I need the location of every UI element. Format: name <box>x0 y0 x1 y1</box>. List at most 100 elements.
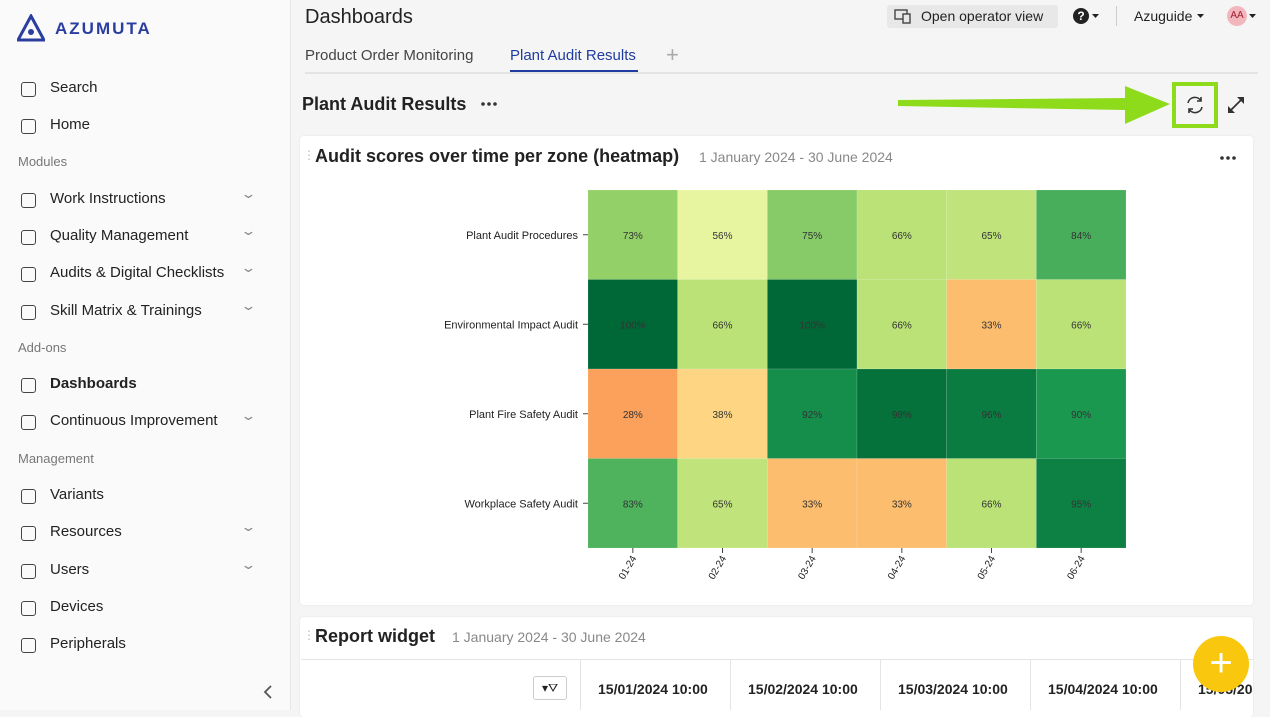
chevron[interactable]: ⌄ <box>240 185 257 201</box>
tab[interactable]: Product Order Monitoring <box>305 47 474 64</box>
table-header <box>301 659 1253 711</box>
sidebar: AZUMUTA Search Home Modules Work Instructio… <box>0 0 291 710</box>
nav-icon <box>21 230 36 246</box>
section-title: Management <box>18 450 94 466</box>
cell-label: 83% <box>623 499 643 510</box>
more-button[interactable] <box>1219 154 1237 162</box>
cell <box>856 279 947 370</box>
dashboard-title: Plant Audit Results <box>302 94 467 114</box>
user-menu[interactable]: Azuguide <box>1134 8 1193 24</box>
cell-label: 84% <box>1071 231 1091 242</box>
drag-handle[interactable]: ⋮⋮ <box>303 148 327 162</box>
nav-item[interactable]: Skill Matrix & Trainings <box>50 301 202 319</box>
column-divider <box>580 660 581 710</box>
nav-icon <box>21 489 36 505</box>
more-button[interactable] <box>480 100 498 108</box>
report-widget <box>300 617 1253 717</box>
x-tick-label: 04-24 <box>886 554 909 582</box>
cell <box>856 189 947 280</box>
column-divider <box>1030 660 1031 710</box>
icon <box>894 9 911 24</box>
nav-icon <box>21 192 36 208</box>
table-columns: 15/01/2024 10:00 15/02/2024 10:00 15/03/20… <box>580 660 1253 710</box>
cell <box>767 368 858 459</box>
chevron[interactable]: ⌄ <box>240 408 257 424</box>
nav-item[interactable]: Audits & Digital Checklists <box>50 264 225 282</box>
cell-label: 56% <box>712 231 732 242</box>
brand: AZUMUTA <box>55 19 152 38</box>
chevron[interactable]: ⌄ <box>240 519 257 535</box>
page-title: Dashboards <box>305 6 413 28</box>
heatmap: Plant Audit Procedures 73% 56% 75% 66% 65% 84%… <box>444 189 1127 582</box>
chevron[interactable]: ⌄ <box>240 556 257 572</box>
avatar[interactable]: AA <box>1227 6 1247 26</box>
y-tick-label: Plant Audit Procedures <box>466 230 578 242</box>
nav-item[interactable]: Users <box>50 560 90 578</box>
nav-item[interactable]: Dashboards <box>50 375 137 393</box>
x-tick-label: 05-24 <box>976 554 999 582</box>
tab-underline <box>510 70 638 73</box>
tab-border <box>305 72 1258 74</box>
cell <box>677 279 768 370</box>
x-tick-label: 02-24 <box>707 554 730 582</box>
help-menu[interactable]: ? <box>1072 6 1102 26</box>
add-tab[interactable]: + <box>666 42 679 67</box>
cell-label: 33% <box>802 499 822 510</box>
cell-label: 66% <box>1071 320 1091 331</box>
cell-label: 66% <box>981 499 1001 510</box>
operator-view-button[interactable]: Open operator view <box>887 5 1058 28</box>
nav-item[interactable]: Peripherals <box>50 634 126 652</box>
x-tick-label: 03-24 <box>796 554 819 582</box>
collapse-button[interactable] <box>260 684 276 700</box>
widget-title: Audit scores over time per zone (heatmap… <box>315 146 680 166</box>
column-header: 15/02/2024 10:00 <box>748 681 858 697</box>
nav-item[interactable]: Resources <box>50 523 122 541</box>
cell <box>1036 279 1127 370</box>
cell-label: 90% <box>1071 410 1091 421</box>
cell <box>587 368 678 459</box>
add-button[interactable]: + <box>1193 636 1249 692</box>
nav-item[interactable]: Devices <box>50 597 104 615</box>
cell-label: 66% <box>712 320 732 331</box>
filter-button[interactable]: ▾⛛ <box>533 676 567 700</box>
cell-label: 33% <box>892 499 912 510</box>
caret <box>1249 14 1256 18</box>
nav-item[interactable]: Variants <box>50 486 104 504</box>
column-header: 15/03/2024 10:00 <box>898 681 1008 697</box>
drag-handle[interactable]: ⋮⋮ <box>303 628 327 642</box>
column-divider <box>1180 660 1181 710</box>
cell-label: 65% <box>712 499 732 510</box>
cell <box>1036 458 1127 549</box>
chevron[interactable]: ⌄ <box>240 223 257 239</box>
cell-label: 92% <box>802 410 822 421</box>
column-header: 15/04/2024 10:00 <box>1048 681 1158 697</box>
cell-label: 66% <box>892 320 912 331</box>
cell <box>677 368 768 459</box>
chevron[interactable]: ⌄ <box>240 260 257 276</box>
cell-label: 100% <box>620 320 646 331</box>
nav-item[interactable]: Work Instructions <box>50 189 166 207</box>
tab-active[interactable]: Plant Audit Results <box>510 47 636 64</box>
chevron[interactable]: ⌄ <box>240 297 257 313</box>
cell <box>946 368 1037 459</box>
cell-label: 33% <box>981 320 1001 331</box>
nav-item[interactable]: Home <box>50 116 91 134</box>
cell <box>767 279 858 370</box>
cell <box>587 189 678 280</box>
expand-button[interactable] <box>1226 95 1246 115</box>
nav-item[interactable]: Quality Management <box>50 227 189 245</box>
logo <box>17 14 45 42</box>
cell <box>856 458 947 549</box>
column-divider <box>880 660 881 710</box>
refresh-button[interactable] <box>1184 94 1206 116</box>
y-tick-label: Workplace Safety Audit <box>464 498 578 510</box>
nav-item[interactable]: Continuous Improvement <box>50 412 218 430</box>
caret <box>1197 14 1204 18</box>
nav-item[interactable]: Search <box>50 79 98 96</box>
nav-icon <box>21 600 36 616</box>
cell-label: 65% <box>981 231 1001 242</box>
cell-label: 28% <box>623 410 643 421</box>
section-title: Modules <box>18 154 68 170</box>
cell <box>677 189 768 280</box>
